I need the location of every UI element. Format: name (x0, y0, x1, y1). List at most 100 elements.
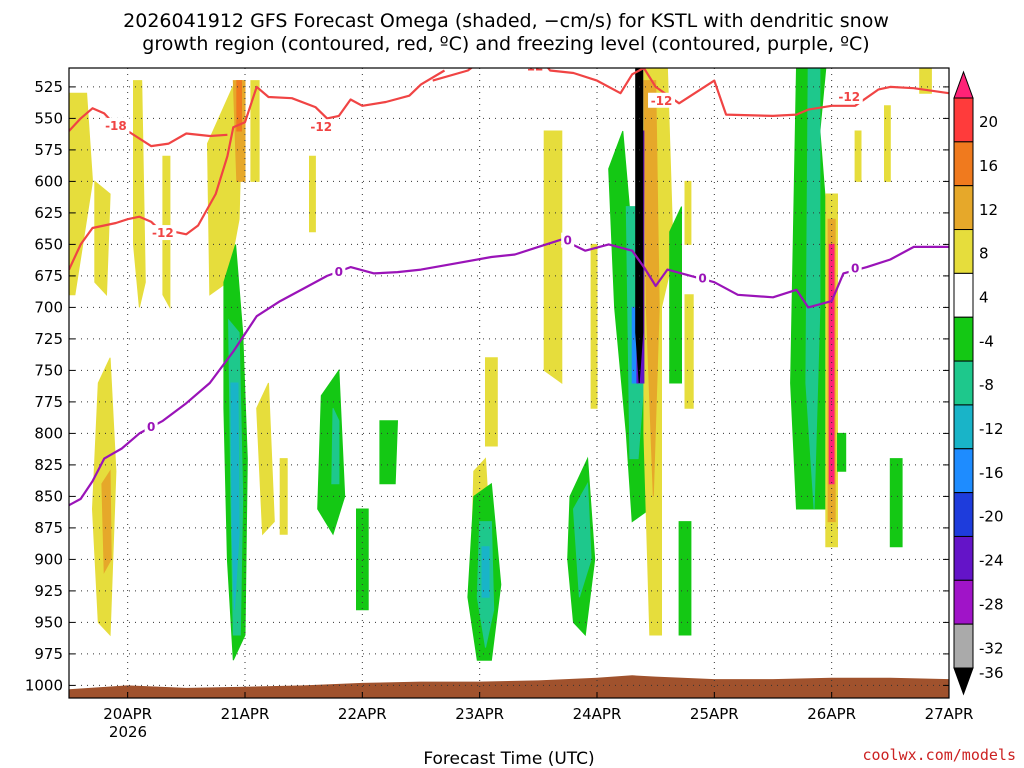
colorbar-tick-label: -24 (979, 552, 1004, 570)
colorbar-segment (953, 492, 974, 537)
omega-region (828, 243, 835, 485)
temperature-contours: -18 -12 -12 -12 -12 -12 0 0 0 0 0 (69, 68, 949, 507)
chart-title-line1: 2026041912 GFS Forecast Omega (shaded, −… (123, 10, 889, 32)
contour-label-bg (561, 232, 575, 248)
x-axis-label: Forecast Time (UTC) (423, 749, 594, 768)
colorbar-tick-label: -4 (979, 332, 994, 350)
contour-label: 0 (335, 265, 343, 279)
colorbar-segment (953, 97, 974, 143)
colorbar-segment (953, 579, 974, 625)
omega-region (485, 357, 498, 447)
colorbar-arrow-bottom (953, 667, 974, 696)
y-tick-label: 1000 (25, 676, 63, 694)
y-tick-label: 675 (34, 267, 63, 285)
colorbar-tick-label: 16 (979, 157, 998, 175)
y-tick-label: 625 (34, 204, 63, 222)
y-tick-label: 600 (34, 172, 63, 190)
contour-label-bg (696, 270, 710, 286)
colorbar-tick-label: -8 (979, 376, 994, 394)
contour-line (432, 68, 949, 118)
colorbar-segment (953, 623, 974, 669)
omega-region (854, 130, 862, 182)
colorbar-tick-label: -28 (979, 595, 1004, 613)
colorbar-segment (953, 229, 974, 274)
x-tick-label: 22APR (338, 705, 387, 723)
y-tick-label: 800 (34, 424, 63, 442)
start-year-label: 2026 (109, 723, 147, 741)
x-tick-label: 26APR (807, 705, 856, 723)
omega-region (94, 180, 111, 297)
x-tick-label: 27APR (925, 705, 974, 723)
omega-region (635, 68, 644, 384)
omega-region (317, 368, 346, 536)
contour-label: -12 (651, 94, 673, 108)
omega-region (590, 243, 598, 409)
contour-line (69, 69, 446, 271)
contour-label: -18 (105, 119, 127, 133)
omega-region (919, 68, 932, 94)
colorbar-segment (953, 316, 974, 362)
y-tick-label: 775 (34, 393, 63, 411)
contour-label: -12 (838, 90, 860, 104)
y-tick-label: 750 (34, 361, 63, 379)
plot-frame (68, 67, 950, 699)
omega-region (669, 206, 682, 384)
omega-shading (69, 68, 932, 661)
omega-region (543, 130, 563, 384)
contour-label-bg (102, 117, 130, 133)
colorbar-tick-label: -36 (979, 664, 1004, 682)
x-tick-label: 20APR (103, 705, 152, 723)
y-tick-label: 975 (34, 645, 63, 663)
colorbar-tick-label: 4 (979, 289, 989, 307)
colorbar-tick-label: -12 (979, 420, 1004, 438)
x-tick-label: 23APR (455, 705, 504, 723)
contour-label: 0 (147, 420, 155, 434)
colorbar-tick-label: -32 (979, 639, 1004, 657)
omega-region (684, 294, 694, 409)
contour-label: 0 (851, 261, 859, 275)
contour-label-bg (648, 92, 676, 108)
omega-region (356, 508, 369, 611)
terrain-fill (69, 675, 949, 698)
omega-region (837, 432, 847, 472)
credit-text: coolwx.com/models (862, 746, 1016, 764)
colorbar-tick-label: 12 (979, 201, 998, 219)
terrain (69, 675, 949, 698)
y-tick-label: 825 (34, 456, 63, 474)
colorbar-arrow-top (953, 70, 974, 99)
colorbar-tick-label: 8 (979, 245, 989, 263)
colorbar-segment (953, 404, 974, 450)
y-tick-label: 900 (34, 550, 63, 568)
contour-label-bg (518, 68, 546, 74)
omega-region (678, 521, 692, 636)
y-tick-label: 925 (34, 582, 63, 600)
colorbar-tick-label: 20 (979, 113, 998, 131)
colorbar-segment (953, 448, 974, 494)
omega-region (250, 80, 260, 182)
contour-label: -12 (310, 120, 332, 134)
y-tick-label: 550 (34, 109, 63, 127)
y-tick-label: 850 (34, 487, 63, 505)
contour-label-bg (144, 419, 158, 435)
x-tick-label: 25APR (690, 705, 739, 723)
contour-label-bg (332, 264, 346, 280)
chart-title-line2: growth region (contoured, red, ºC) and f… (142, 33, 869, 55)
x-axis-ticks: 20APR 21APR 22APR 23APR 24APR 25APR 26APR 27APR (103, 692, 973, 723)
colorbar-segment (953, 141, 974, 187)
y-tick-label: 950 (34, 613, 63, 631)
omega-region (230, 382, 240, 610)
x-tick-label: 24APR (573, 705, 622, 723)
contour-label-bg (835, 88, 863, 104)
colorbar-tick-label: -16 (979, 464, 1004, 482)
x-tick-label: 21APR (221, 705, 270, 723)
contour-label-bg (848, 260, 862, 276)
contour-label-bg (307, 119, 335, 135)
colorbar-segment (953, 535, 974, 581)
colorbar-segment (953, 360, 974, 406)
contour-label-bg (149, 225, 177, 241)
y-tick-label: 875 (34, 519, 63, 537)
omega-region (331, 407, 340, 485)
omega-region (884, 105, 891, 182)
colorbar-segment (953, 272, 974, 318)
